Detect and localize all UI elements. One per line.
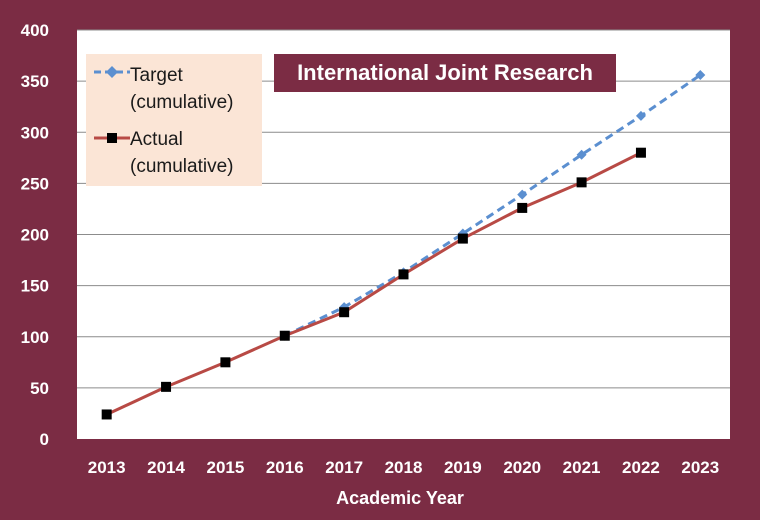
x-tick-label: 2019 (444, 458, 482, 477)
y-tick-label: 150 (21, 277, 49, 296)
y-tick-label: 250 (21, 174, 49, 193)
data-point (517, 189, 528, 200)
x-tick-label: 2020 (503, 458, 541, 477)
y-tick-label: 350 (21, 72, 49, 91)
series-layer (101, 69, 706, 420)
gridlines (77, 29, 730, 389)
data-point (161, 381, 172, 392)
x-tick-label: 2017 (325, 458, 363, 477)
legend-label-target-line2: (cumulative) (130, 92, 234, 113)
legend-swatch-actual (94, 133, 130, 143)
y-axis-ticks: 0 50 100 150 200 250 300 350 400 (21, 21, 49, 449)
x-tick-label: 2014 (147, 458, 185, 477)
data-point (695, 69, 706, 80)
data-point (576, 149, 587, 160)
series-line (106, 151, 642, 416)
x-tick-label: 2023 (681, 458, 719, 477)
legend-label-actual: Actual (cumulative) (130, 126, 233, 180)
x-axis-ticks: 2013 2014 2015 2016 2017 2018 2019 2020 2021 2022… (88, 458, 719, 477)
legend-label-target-line1: Target (130, 65, 183, 86)
x-tick-label: 2021 (563, 458, 601, 477)
x-tick-label: 2015 (206, 458, 244, 477)
chart-title: International Joint Research (297, 60, 593, 85)
x-tick-label: 2016 (266, 458, 304, 477)
data-point (517, 202, 528, 213)
data-point (635, 110, 646, 121)
x-axis-title: Academic Year (336, 488, 464, 508)
data-point (279, 330, 290, 341)
data-point (576, 177, 587, 188)
data-point (635, 147, 646, 158)
legend-label-target: Target (cumulative) (130, 62, 233, 116)
legend-label-actual-line2: (cumulative) (130, 156, 234, 177)
data-point (457, 233, 468, 244)
y-tick-label: 300 (21, 123, 49, 142)
legend: Target (cumulative) Actual (cumulative) (86, 54, 262, 186)
series-line (284, 73, 702, 338)
y-tick-label: 50 (30, 379, 49, 398)
y-tick-label: 200 (21, 226, 49, 245)
y-tick-label: 100 (21, 328, 49, 347)
y-tick-label: 0 (40, 430, 49, 449)
diamond-marker-icon (106, 66, 118, 78)
x-tick-label: 2022 (622, 458, 660, 477)
legend-label-actual-line1: Actual (130, 129, 183, 150)
series-actual (101, 147, 646, 420)
legend-swatch-target (94, 66, 130, 78)
data-point (220, 357, 231, 368)
data-point (101, 409, 112, 420)
x-tick-label: 2013 (88, 458, 126, 477)
data-point (339, 307, 350, 318)
chart-title-box: International Joint Research (274, 54, 616, 92)
x-tick-label: 2018 (385, 458, 423, 477)
data-point (398, 269, 409, 280)
square-marker-icon (107, 133, 117, 143)
y-tick-label: 400 (21, 21, 49, 40)
